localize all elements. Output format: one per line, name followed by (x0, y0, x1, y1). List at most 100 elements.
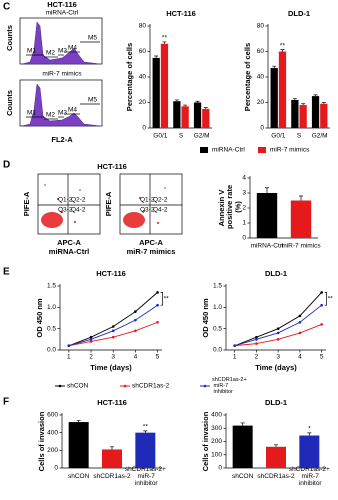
y-axis-label: Percentage of cells (125, 43, 134, 111)
point (320, 303, 323, 307)
error-bar (76, 419, 81, 423)
legend-swatch (203, 384, 207, 388)
bar (173, 101, 181, 128)
line (234, 292, 322, 347)
x-axis-label: Time (days) (255, 363, 297, 372)
gate-label: M5 (88, 35, 97, 42)
point (111, 325, 115, 328)
y-tick-label: 0 (54, 465, 58, 472)
gate-label: M3 (58, 48, 67, 55)
y-axis-label: Annexin V positive rate (%) (217, 185, 243, 231)
chart-title: HCT-116 (97, 398, 127, 407)
x-tick-label: shCON (68, 473, 90, 480)
point (134, 318, 137, 322)
point (89, 340, 93, 343)
quadrant-label: Q1-2 (58, 197, 73, 204)
point (298, 320, 302, 324)
error-bar (174, 99, 179, 102)
point (233, 344, 236, 348)
y-tick-label: 0 (242, 235, 246, 242)
y-tick-label: 20 (257, 99, 265, 106)
quadrant-label: Q3-2 (58, 207, 73, 214)
x-tick-label: shCON (232, 473, 254, 480)
annotation: ** (280, 42, 286, 49)
bar (160, 43, 169, 128)
y-tick-label: 2 (242, 205, 246, 212)
point (255, 338, 258, 341)
bar (278, 51, 287, 128)
point (156, 320, 159, 324)
x-tick-label: 5 (156, 354, 160, 361)
dotplot (37, 173, 101, 235)
chart-title: HCT-116 (166, 9, 196, 18)
annotation: ** (164, 296, 170, 303)
bar (290, 200, 312, 238)
x-tick-label: miRNA-Ctrl (251, 243, 284, 250)
x-tick-label: 5 (320, 354, 324, 361)
x-tick-label: S (179, 133, 184, 140)
annotation: ** (162, 35, 168, 42)
error-bar (143, 430, 148, 433)
legend-swatch (58, 384, 62, 388)
dotplot-x-label: APC-A (57, 238, 81, 247)
error-bar (110, 446, 114, 450)
x-tick-label: shCDR1as-2 (257, 473, 295, 480)
quadrant-label: Q2-2 (153, 197, 168, 204)
x-tick-label: G0/1 (153, 133, 167, 140)
gate-labels: M1 M2 M3 M4 M5 M1 M2 M3 M4 M5 (27, 35, 97, 119)
y-tick-label: 3 (242, 190, 246, 197)
y-tick-label: 20 (139, 99, 147, 106)
error-bar (272, 65, 277, 69)
dotplot-x-label: APC-A (139, 238, 163, 247)
point (111, 329, 115, 333)
y-tick-label: 40 (257, 74, 265, 81)
y-tick-label: 600 (47, 412, 58, 419)
error-bar (301, 103, 306, 106)
point (276, 331, 280, 335)
y-tick-label: 60 (139, 48, 147, 55)
error-bar (292, 98, 297, 100)
legend-swatch (123, 384, 127, 388)
legend-label: shCDR1as-2 (132, 383, 170, 390)
bar (135, 432, 156, 468)
y-tick-label: 400 (211, 412, 222, 419)
histogram-title: HCT-116 (47, 0, 77, 9)
dotplot-panel-label: miR-7 mimics (127, 247, 176, 256)
error-bar (299, 195, 303, 201)
x-tick-label: 2 (255, 354, 259, 361)
gate-label: M2 (46, 112, 55, 119)
point (255, 335, 258, 339)
chart-title: HCT-116 (96, 269, 126, 278)
y-tick-label: 1 (242, 220, 246, 227)
bar (102, 449, 122, 468)
x-tick-label: miR-7 mimics (281, 243, 321, 250)
error-bar (265, 187, 269, 193)
bar (299, 435, 320, 468)
bar (266, 446, 286, 468)
y-tick-label: 400 (47, 429, 58, 436)
y-tick-label: 1.0 (47, 304, 56, 311)
bar (202, 108, 210, 128)
error-bar (313, 94, 318, 97)
y-tick-label: 0 (260, 125, 264, 132)
histogram-panel-label: miR-7 mimics (42, 71, 82, 78)
legend-label: miR-7 mimics (270, 147, 310, 154)
annotation: * (308, 426, 311, 433)
y-tick-label: 0 (142, 125, 146, 132)
panel-label: E (3, 267, 10, 278)
histogram-y-label: Counts (5, 25, 14, 51)
error-bar (154, 55, 159, 58)
y-tick-label: 0.0 (47, 347, 56, 354)
bar (181, 106, 189, 128)
y-tick-label: 200 (47, 447, 58, 454)
y-tick-label: 200 (211, 438, 222, 445)
point (156, 291, 159, 294)
point (134, 310, 137, 313)
error-bar (321, 102, 326, 104)
legend-label: miRNA-Ctrl (212, 147, 245, 154)
panel-label: F (3, 397, 9, 408)
y-tick-label: 0 (218, 465, 222, 472)
quadrant-label: Q1-2 (140, 197, 155, 204)
dotplot-y-label: PIFE-A (22, 191, 31, 216)
point (298, 331, 302, 335)
